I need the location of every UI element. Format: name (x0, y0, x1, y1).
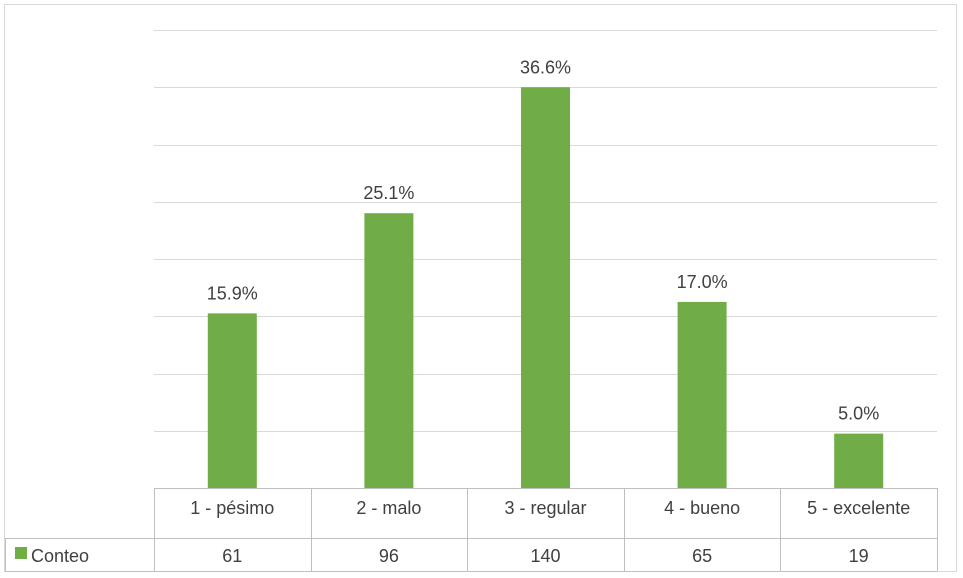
legend-label: Conteo (31, 546, 89, 566)
bar-3 (521, 87, 570, 488)
bar-2 (364, 213, 414, 488)
bar-5 (834, 433, 884, 488)
data-label: 17.0% (677, 272, 728, 292)
data-label: 5.0% (838, 404, 879, 424)
table-value: 96 (379, 546, 399, 566)
category-label: 1 - pésimo (190, 498, 274, 518)
table-value: 140 (530, 546, 560, 566)
legend-swatch (15, 547, 27, 559)
category-label: 3 - regular (504, 498, 586, 518)
data-label: 15.9% (207, 283, 258, 303)
category-label: 2 - malo (356, 498, 421, 518)
table-value: 19 (849, 546, 869, 566)
table-value: 61 (222, 546, 242, 566)
data-label: 36.6% (520, 57, 571, 77)
bar-chart: 15.9% 25.1% 36.6% 17.0% 5.0% 1 - pésimo 2 - ma… (5, 30, 938, 572)
category-label: 4 - bueno (664, 498, 740, 518)
chart-area: 15.9% 25.1% 36.6% 17.0% 5.0% 1 - pésimo 2 - ma… (4, 4, 957, 572)
bar-1 (207, 313, 257, 488)
category-label: 5 - excelente (807, 498, 910, 518)
data-label: 25.1% (363, 183, 414, 203)
bar-4 (677, 301, 727, 488)
table-value: 65 (692, 546, 712, 566)
